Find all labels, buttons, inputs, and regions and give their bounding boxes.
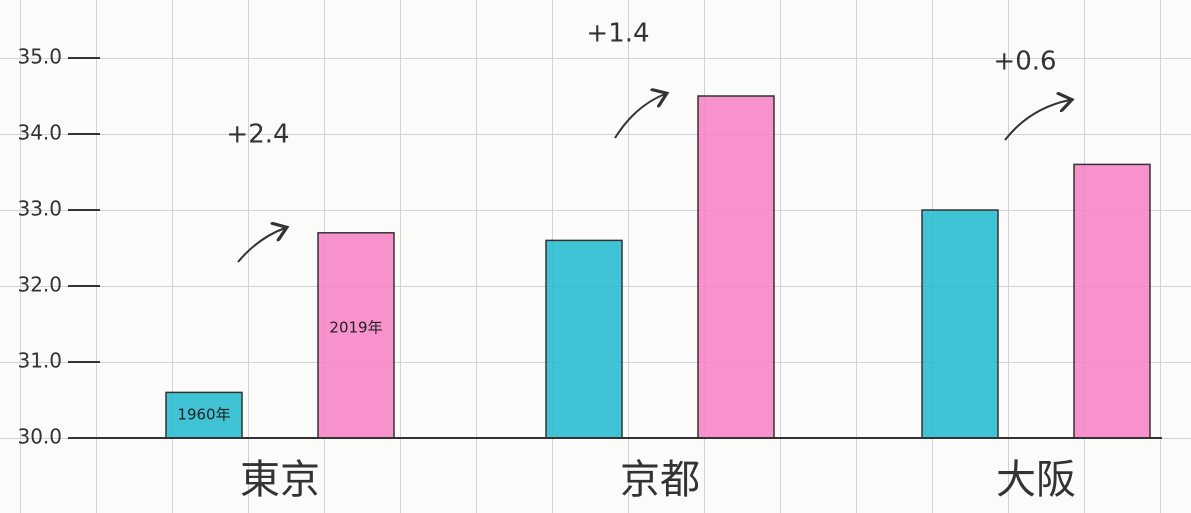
x-tick-label: 東京 [240,457,320,503]
x-tick-label: 京都 [620,457,700,503]
bar [1073,163,1151,439]
arrow [1004,100,1070,141]
series-label: 2019年 [329,318,382,336]
y-tick-label: 30.0 [17,425,62,449]
arrow [237,228,285,263]
annotation: +2.4 [226,120,289,150]
bar [545,239,623,439]
bar [165,391,243,439]
x-tick-label: 大阪 [996,457,1076,503]
y-tick-label: 34.0 [17,121,62,145]
y-tick-label: 32.0 [17,273,62,297]
annotation: +0.6 [993,47,1056,77]
y-tick-label: 35.0 [17,45,62,69]
annotation: +1.4 [586,19,649,49]
arrows [237,94,1070,263]
bar [697,95,775,439]
y-tick-label: 33.0 [17,197,62,221]
arrow [614,94,665,139]
y-tick-label: 31.0 [17,349,62,373]
series-label: 1960年 [177,406,230,424]
bar [921,209,999,439]
